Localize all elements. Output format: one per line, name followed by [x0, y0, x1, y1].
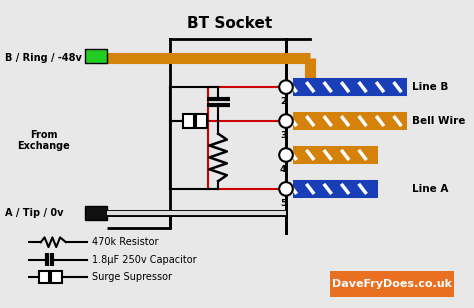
Text: 4: 4	[280, 165, 286, 174]
Text: Surge Supressor: Surge Supressor	[92, 272, 172, 282]
Text: 470k Resistor: 470k Resistor	[92, 237, 159, 247]
Text: DaveFryDoes.co.uk: DaveFryDoes.co.uk	[332, 279, 452, 289]
Text: From
Exchange: From Exchange	[18, 130, 70, 151]
Text: 5: 5	[280, 199, 286, 208]
Text: Line A: Line A	[412, 184, 448, 194]
Circle shape	[279, 80, 293, 94]
Text: 1.8μF 250v Capacitor: 1.8μF 250v Capacitor	[92, 255, 197, 265]
Bar	[39, 271, 49, 283]
Bar	[51, 271, 62, 283]
Text: Bell Wire: Bell Wire	[412, 116, 465, 126]
Text: 3: 3	[280, 131, 286, 140]
Bar	[85, 206, 107, 220]
Text: 2: 2	[280, 97, 286, 106]
Bar	[196, 114, 207, 128]
Circle shape	[279, 114, 293, 128]
Bar	[85, 49, 107, 63]
Bar	[183, 114, 194, 128]
Text: BT Socket: BT Socket	[187, 16, 273, 31]
Bar	[329, 271, 454, 297]
Circle shape	[279, 182, 293, 196]
Text: Line B: Line B	[412, 82, 448, 92]
Text: A / Tip / 0v: A / Tip / 0v	[5, 208, 64, 218]
Circle shape	[279, 148, 293, 162]
Text: B / Ring / -48v: B / Ring / -48v	[5, 53, 82, 63]
